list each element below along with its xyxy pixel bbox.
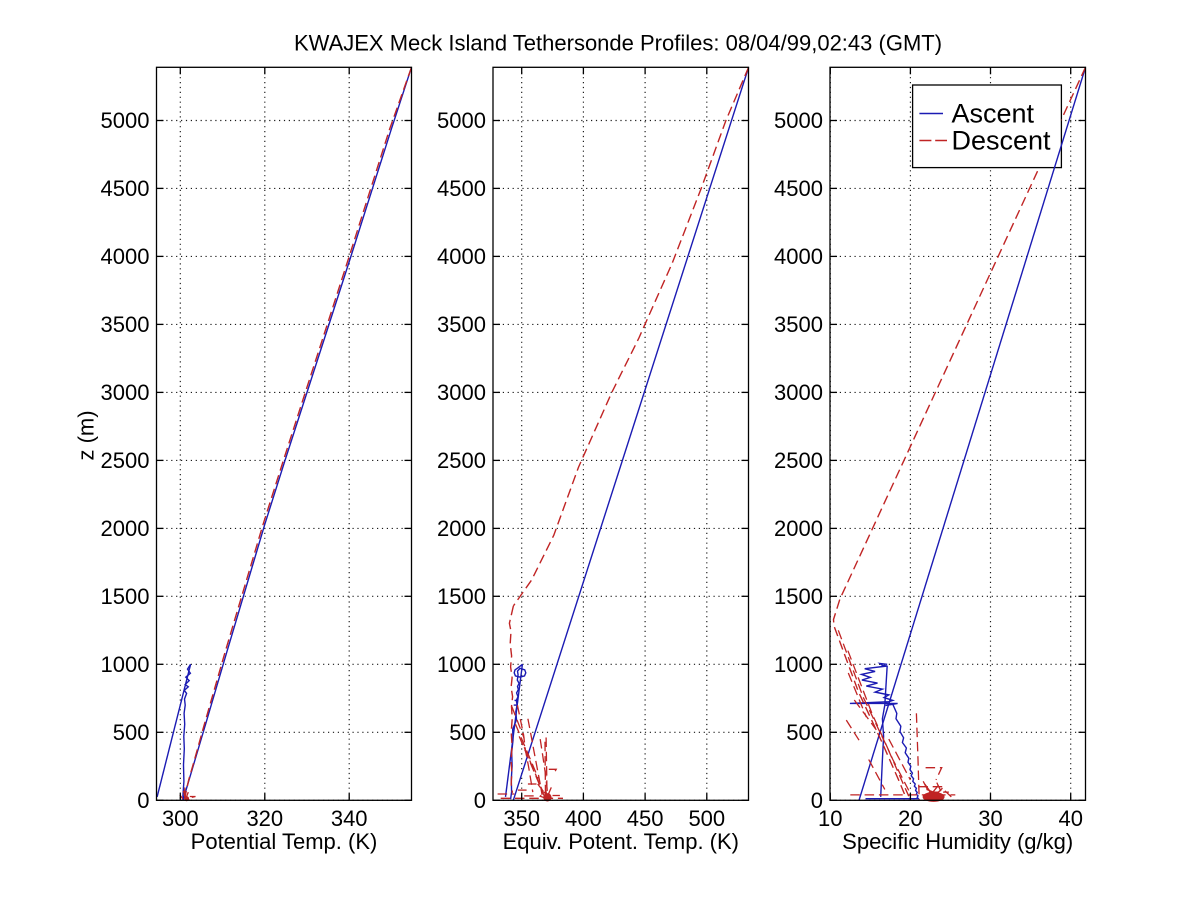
svg-text:340: 340 [331,806,368,831]
svg-text:2000: 2000 [101,516,150,541]
svg-text:4000: 4000 [437,244,486,269]
svg-text:2000: 2000 [774,516,823,541]
svg-text:KWAJEX Meck Island Tethersonde: KWAJEX Meck Island Tethersonde Profiles:… [294,31,942,56]
svg-text:400: 400 [565,806,602,831]
svg-text:0: 0 [474,788,486,813]
svg-text:Equiv. Potent. Temp. (K): Equiv. Potent. Temp. (K) [503,829,739,854]
svg-text:z (m): z (m) [74,410,99,460]
svg-text:2500: 2500 [774,448,823,473]
svg-text:4500: 4500 [101,176,150,201]
svg-text:500: 500 [688,806,725,831]
svg-text:3000: 3000 [101,380,150,405]
svg-text:2500: 2500 [101,448,150,473]
svg-text:500: 500 [786,720,823,745]
svg-text:3500: 3500 [774,312,823,337]
svg-text:30: 30 [978,806,1002,831]
svg-text:3000: 3000 [437,380,486,405]
svg-text:Descent: Descent [952,126,1052,156]
svg-text:2500: 2500 [437,448,486,473]
svg-text:3500: 3500 [101,312,150,337]
svg-text:350: 350 [503,806,540,831]
svg-text:1500: 1500 [774,584,823,609]
svg-text:Ascent: Ascent [952,99,1035,129]
svg-text:500: 500 [449,720,486,745]
svg-text:300: 300 [162,806,199,831]
svg-text:1500: 1500 [101,584,150,609]
svg-text:450: 450 [627,806,664,831]
svg-text:2000: 2000 [437,516,486,541]
svg-text:4000: 4000 [101,244,150,269]
svg-text:Specific Humidity (g/kg): Specific Humidity (g/kg) [842,829,1073,854]
svg-text:3500: 3500 [437,312,486,337]
svg-text:1000: 1000 [774,652,823,677]
svg-text:1000: 1000 [101,652,150,677]
svg-text:40: 40 [1058,806,1082,831]
svg-text:5000: 5000 [101,108,150,133]
svg-text:500: 500 [113,720,150,745]
svg-text:5000: 5000 [437,108,486,133]
svg-text:5000: 5000 [774,108,823,133]
svg-text:4000: 4000 [774,244,823,269]
svg-text:1000: 1000 [437,652,486,677]
svg-text:Potential Temp. (K): Potential Temp. (K) [191,829,378,854]
svg-text:3000: 3000 [774,380,823,405]
svg-text:320: 320 [246,806,283,831]
svg-text:10: 10 [818,806,842,831]
svg-text:1500: 1500 [437,584,486,609]
svg-text:4500: 4500 [437,176,486,201]
svg-text:0: 0 [137,788,149,813]
svg-text:4500: 4500 [774,176,823,201]
svg-text:20: 20 [898,806,922,831]
svg-text:0: 0 [811,788,823,813]
